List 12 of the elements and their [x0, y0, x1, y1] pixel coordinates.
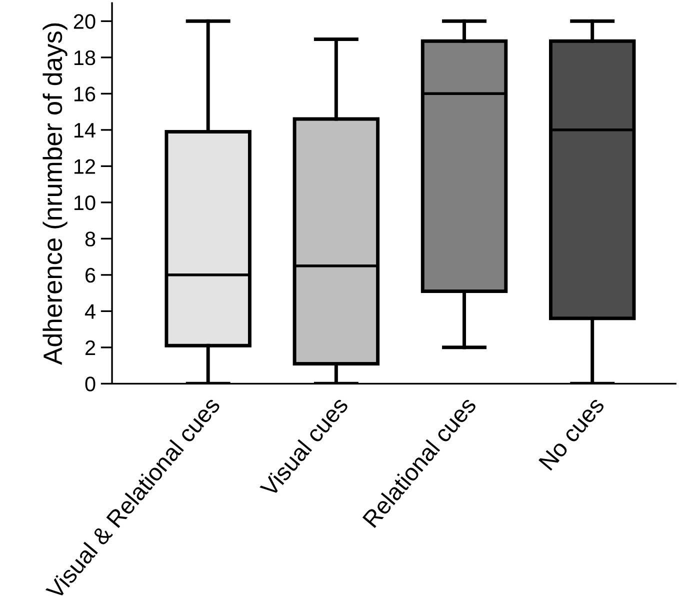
y-tick-label: 18: [74, 50, 96, 66]
y-tick-label: 4: [84, 304, 96, 319]
y-tick-label: 6: [86, 268, 96, 283]
y-tick-label: 14: [74, 123, 96, 138]
y-tick-label: 2: [86, 340, 96, 355]
y-tick-label: 16: [74, 86, 96, 102]
y-tick-label: 12: [74, 159, 96, 174]
y-tick-label: 0: [85, 376, 96, 392]
y-axis-title: Adherence (nrumber of days): [42, 23, 68, 365]
y-tick-label: 8: [85, 232, 96, 246]
y-tick-label: 10: [74, 195, 96, 210]
y-tick-label: 20: [74, 14, 96, 29]
